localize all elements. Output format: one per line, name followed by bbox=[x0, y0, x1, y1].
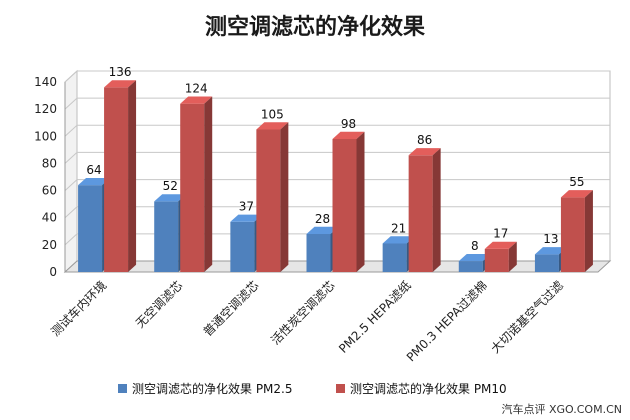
data-label: 55 bbox=[569, 175, 584, 189]
x-tick-label: 大切诺基空气过滤 bbox=[488, 278, 566, 356]
data-label: 21 bbox=[391, 221, 406, 235]
legend-label: 测空调滤芯的净化效果 PM10 bbox=[350, 381, 507, 396]
bar bbox=[104, 80, 137, 272]
bar-top bbox=[458, 253, 491, 262]
y-tick-label: 40 bbox=[42, 211, 57, 225]
bar-front bbox=[78, 185, 103, 272]
bar-top bbox=[484, 241, 517, 249]
bar-top bbox=[78, 177, 111, 186]
bar-top bbox=[180, 96, 213, 104]
bar-top bbox=[382, 236, 415, 244]
legend: 测空调滤芯的净化效果 PM2.5 测空调滤芯的净化效果 PM10 bbox=[118, 381, 507, 396]
bar-side bbox=[280, 122, 289, 272]
bar bbox=[256, 122, 289, 272]
bar-side bbox=[128, 80, 137, 272]
x-tick-label: 测试车内环境 bbox=[48, 278, 110, 340]
bar-front bbox=[560, 197, 585, 272]
bar bbox=[408, 148, 441, 272]
data-label: 8 bbox=[471, 239, 479, 253]
gridline bbox=[64, 97, 610, 110]
bar-front bbox=[154, 201, 179, 272]
bar-top bbox=[332, 131, 365, 139]
bar-front bbox=[230, 221, 255, 272]
data-label: 98 bbox=[341, 117, 356, 131]
legend-label: 测空调滤芯的净化效果 PM2.5 bbox=[132, 381, 293, 396]
data-label: 17 bbox=[493, 227, 508, 241]
data-label: 37 bbox=[239, 200, 254, 214]
watermark: 汽车点评 XGO.COM.CN bbox=[501, 402, 622, 416]
bar-top bbox=[560, 190, 593, 198]
bar-front bbox=[408, 155, 433, 272]
bar-side bbox=[356, 131, 365, 272]
bar-top bbox=[306, 226, 339, 234]
bar-front bbox=[104, 87, 129, 272]
data-label: 28 bbox=[315, 212, 330, 226]
data-label: 86 bbox=[417, 133, 432, 147]
bar-top bbox=[104, 80, 137, 88]
plot-area: 0 20 40 60 80 100 120 140 64 136 测试车内环境 52 124 无空调滤芯 3… bbox=[34, 65, 612, 364]
y-tick-label: 80 bbox=[42, 156, 57, 170]
bar-top bbox=[256, 122, 289, 130]
legend-swatch bbox=[118, 384, 127, 393]
bar-front bbox=[458, 261, 483, 272]
x-tick-label: 无空调滤芯 bbox=[133, 278, 185, 330]
bar-side bbox=[432, 148, 441, 272]
gridline bbox=[64, 70, 610, 83]
y-tick-label: 20 bbox=[42, 238, 57, 252]
bar-front bbox=[534, 254, 559, 272]
x-tick-label: 活性炭空调滤芯 bbox=[268, 278, 337, 347]
chart-title: 测空调滤芯的净化效果 bbox=[205, 14, 425, 40]
bar-front bbox=[382, 243, 407, 272]
y-tick-label: 140 bbox=[34, 75, 57, 89]
bar bbox=[560, 190, 593, 272]
gridline bbox=[64, 124, 610, 137]
bar-top bbox=[154, 194, 187, 202]
bar-side bbox=[508, 241, 517, 272]
bar-top bbox=[230, 214, 263, 222]
data-label: 64 bbox=[86, 163, 101, 177]
bar-top bbox=[534, 247, 567, 255]
data-label: 52 bbox=[163, 179, 178, 193]
bar-front bbox=[180, 103, 205, 272]
bar bbox=[484, 241, 517, 272]
bar-side bbox=[584, 190, 593, 272]
legend-swatch bbox=[336, 384, 345, 393]
side-wall bbox=[64, 69, 78, 274]
y-tick-label: 60 bbox=[42, 184, 57, 198]
data-label: 124 bbox=[185, 82, 208, 96]
x-tick-label: PM0.3 HEPA过滤棉 bbox=[404, 278, 490, 364]
bar-front bbox=[306, 234, 331, 272]
bar bbox=[306, 226, 339, 272]
bar-front bbox=[484, 248, 509, 272]
y-tick-label: 120 bbox=[34, 102, 57, 116]
data-label: 105 bbox=[261, 107, 284, 121]
data-label: 13 bbox=[543, 232, 558, 246]
bar-top bbox=[408, 148, 441, 156]
bar-front bbox=[256, 129, 281, 272]
data-label: 136 bbox=[109, 65, 132, 79]
bar-front bbox=[332, 139, 357, 272]
bar-side bbox=[204, 96, 213, 272]
y-tick-label: 0 bbox=[49, 265, 57, 279]
bar bbox=[332, 131, 365, 272]
bar bbox=[180, 96, 213, 272]
y-tick-label: 100 bbox=[34, 129, 57, 143]
x-tick-label: 普通空调滤芯 bbox=[201, 278, 262, 339]
x-tick-label: PM2.5 HEPA滤纸 bbox=[336, 278, 414, 356]
